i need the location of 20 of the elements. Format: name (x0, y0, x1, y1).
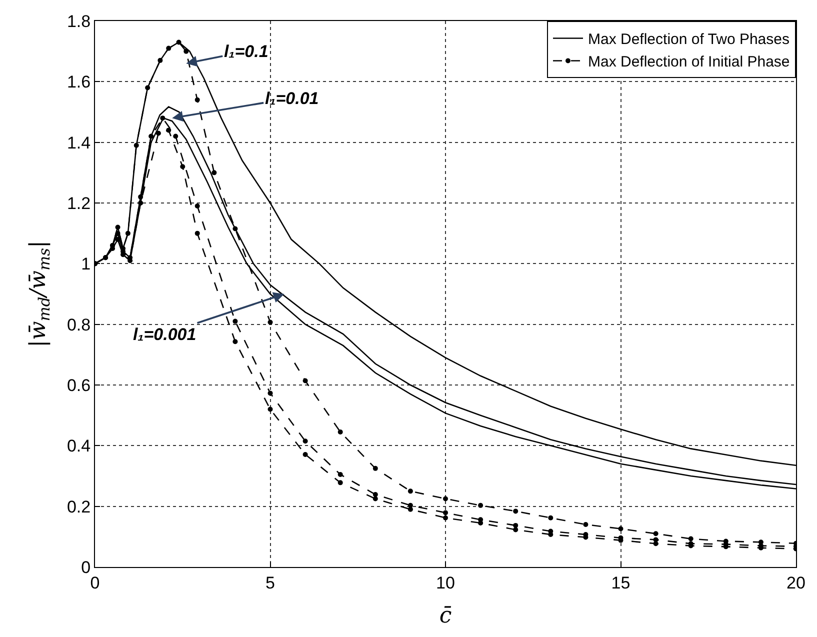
y-tick-label: 0.8 (66, 315, 91, 334)
x-tick-label: 20 (786, 573, 806, 592)
annotation: l₁=0.001 (133, 325, 196, 344)
x-tick-label: 10 (436, 573, 455, 592)
y-tick-label: 1 (81, 254, 91, 274)
y-tick-label: 0.2 (66, 497, 91, 516)
y-tick-label: 1.6 (66, 72, 91, 92)
legend-label: Max Deflection of Initial Phase (588, 54, 790, 71)
y-tick-label: 1.2 (66, 194, 91, 213)
annotation: l₁=0.1 (224, 42, 268, 61)
y-tick-label: 0.4 (66, 436, 91, 456)
y-tick-label: 0.6 (66, 376, 91, 395)
x-tick-label: 5 (266, 573, 275, 592)
x-axis-title: c̄ (439, 603, 452, 628)
y-tick-label: 1.4 (66, 133, 91, 152)
y-tick-label: 0 (81, 558, 91, 577)
y-tick-label: 1.8 (66, 12, 91, 31)
legend-label: Max Deflection of Two Phases (588, 31, 790, 48)
x-tick-label: 15 (611, 573, 630, 592)
annotation: l₁=0.01 (265, 89, 319, 108)
